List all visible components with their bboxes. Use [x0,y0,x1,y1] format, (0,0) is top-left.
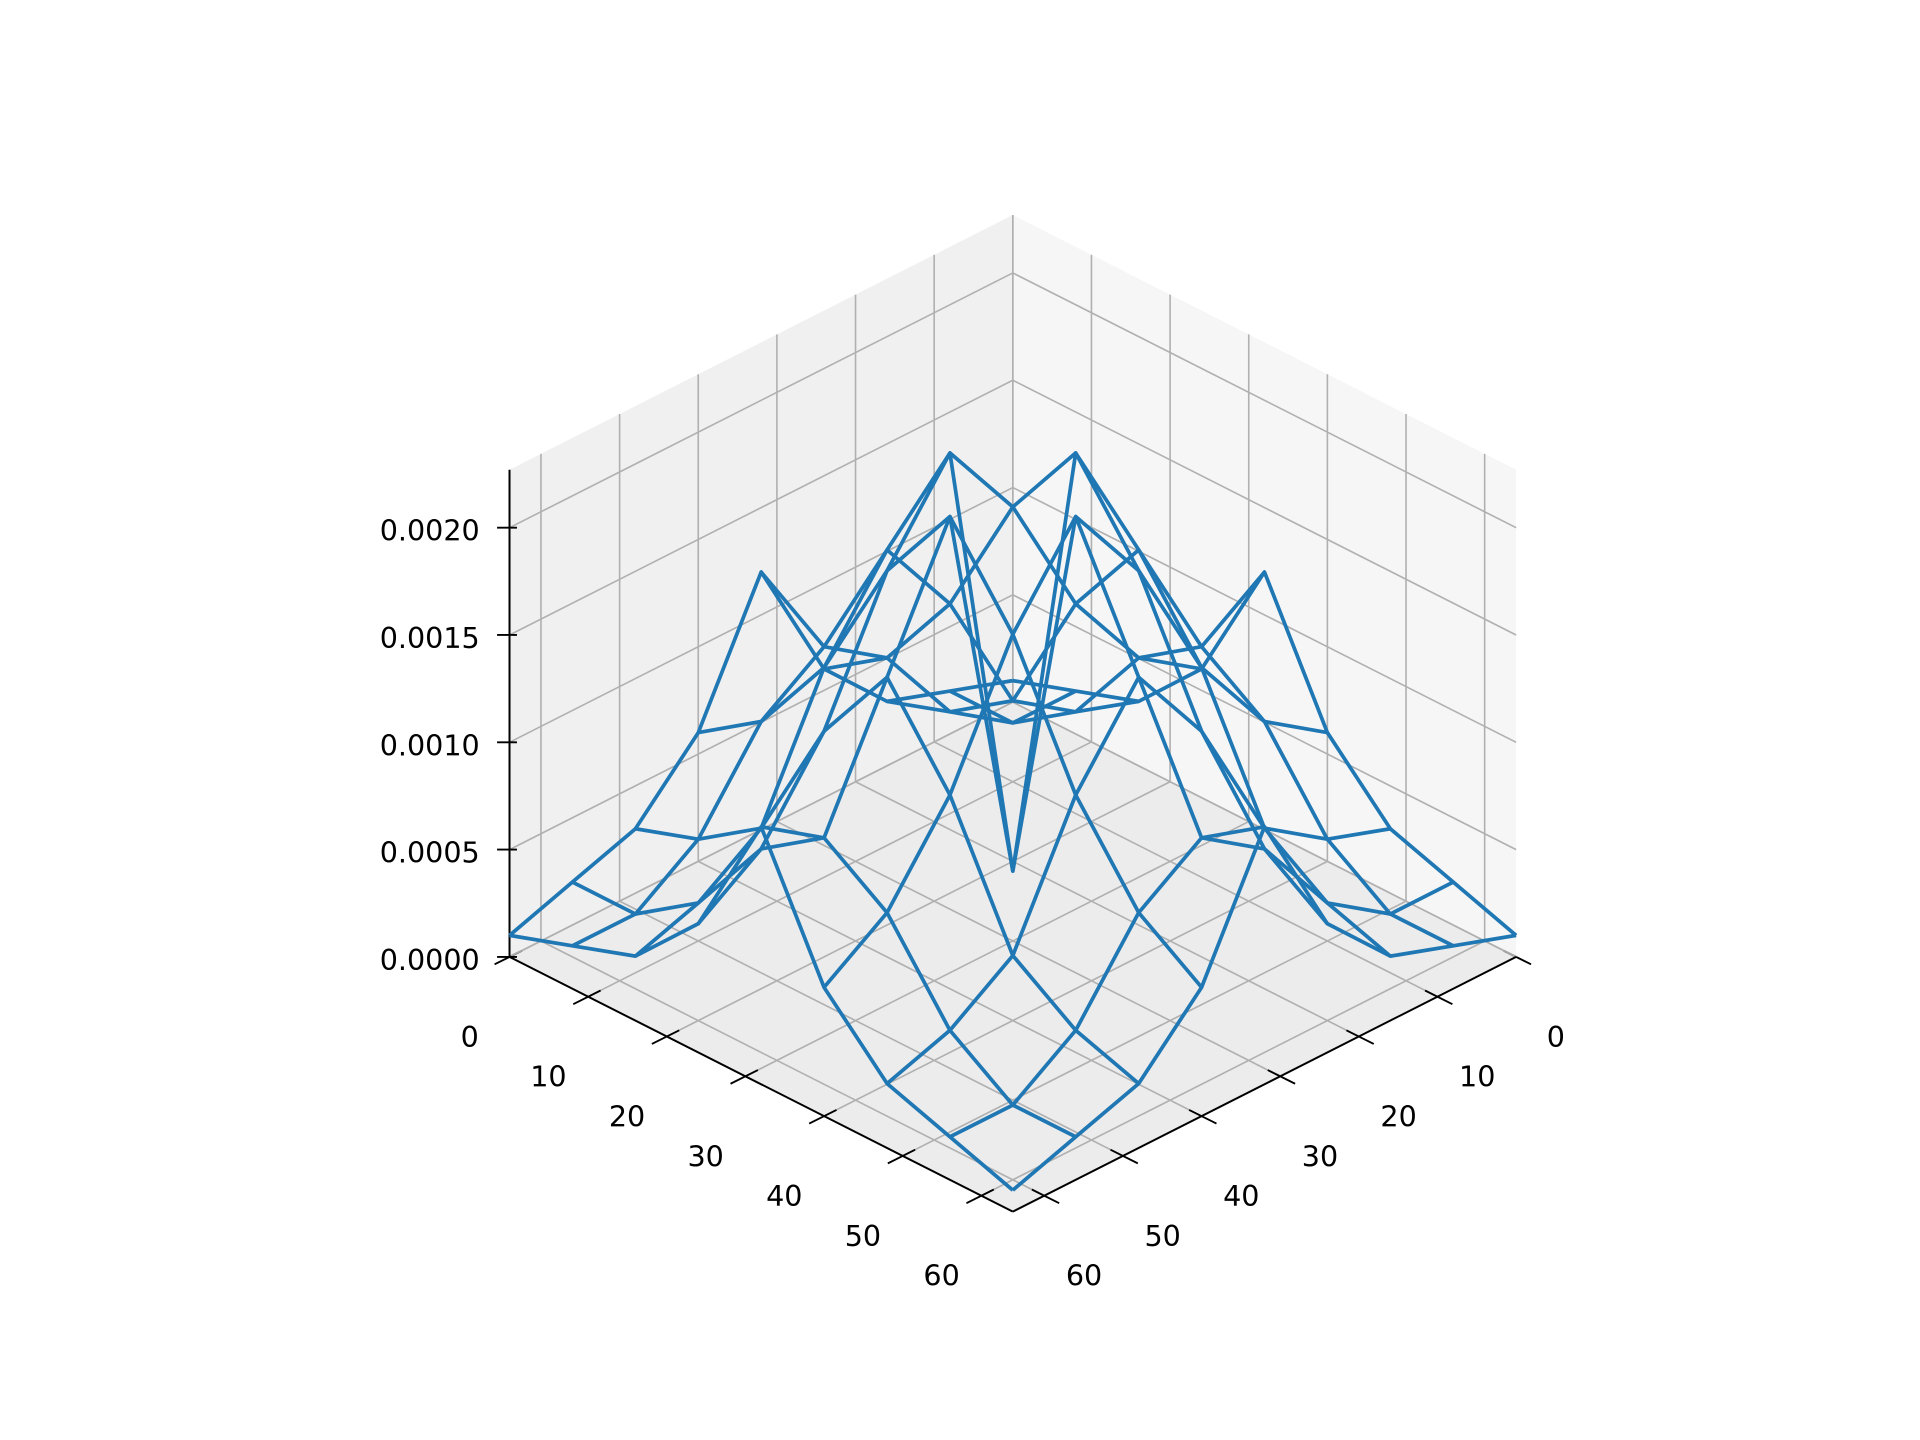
grid-line [776,820,1281,1078]
grid-line [697,860,1202,1117]
y-tick-label: 40 [1223,1179,1259,1213]
x-tick-label: 0 [461,1020,479,1054]
x-tick [572,989,602,1005]
grid-line [745,820,1250,1078]
x-tick [651,1029,680,1045]
x-tick [966,1188,995,1205]
x-tick-label: 20 [609,1100,645,1134]
z-tick-label: 0.0015 [380,621,480,655]
x-tick-label: 30 [687,1139,723,1173]
grid-line [509,486,1014,744]
pane-left [509,214,1013,957]
grid-line [1012,272,1517,529]
z-tick-label: 0.0020 [380,514,480,548]
grid-line [855,781,1360,1038]
x-tick [808,1109,837,1125]
wire-line [697,514,1204,989]
y-tick-label: 0 [1547,1020,1565,1054]
y-tick-label: 60 [1066,1259,1102,1293]
wire-line [759,451,1265,873]
y-tick [1188,1109,1217,1125]
y-tick-label: 10 [1459,1060,1495,1094]
x-tick-label: 50 [845,1219,881,1253]
y-tick-label: 20 [1380,1100,1416,1134]
axis-line [1012,956,1517,1213]
wire-line [886,548,1392,958]
grid-line [666,781,1171,1038]
grid-line [587,741,1092,998]
grid-line [823,860,1328,1117]
y-tick [1031,1188,1060,1205]
grid-line [1012,379,1517,636]
z-tick-label: 0.0000 [380,943,480,977]
wire-line [949,644,1455,948]
y-tick-label: 30 [1302,1139,1338,1173]
plot-area: 0 10 20 30 40 50 60 0 10 20 30 40 50 60 0.0000 0.0005 0.… [380,214,1565,1293]
z-tick-label: 0.0005 [380,836,480,870]
x-tick-label: 40 [766,1179,802,1213]
y-tick [1267,1069,1296,1085]
grid-line [933,741,1438,998]
wire-line [823,451,1329,925]
x-tick [887,1148,916,1165]
pane-right [1012,214,1517,957]
y-tick [1345,1029,1375,1045]
y-tick [1424,989,1453,1005]
x-tick-label: 60 [923,1259,959,1293]
grid-line [509,272,1014,529]
x-tick [730,1069,759,1085]
grid-line [619,900,1124,1157]
z-tick-label: 0.0010 [380,728,480,762]
wire-line [571,835,1077,1139]
wire-line [635,675,1140,1085]
y-tick [1110,1148,1139,1165]
grid-line [980,940,1486,1197]
grid-line [1012,486,1517,744]
grid-line [540,940,1045,1197]
axis-line [509,956,1014,1213]
wire-line [509,824,1015,1192]
y-tick-label: 50 [1144,1219,1180,1253]
grid-line [509,379,1014,636]
grid-line [902,900,1407,1157]
x-tick-label: 10 [530,1060,566,1094]
